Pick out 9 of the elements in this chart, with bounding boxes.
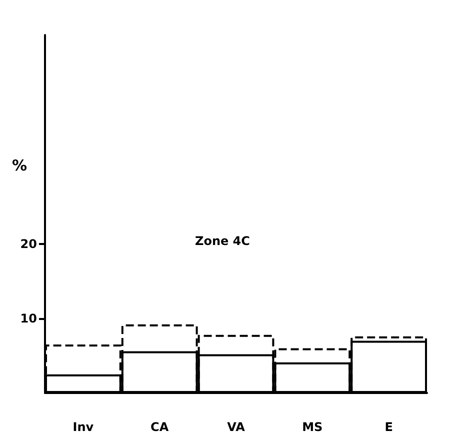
x-tick-label: E	[384, 420, 393, 434]
x-tick-label: MS	[302, 420, 323, 434]
x-tick-label: Inv	[72, 420, 94, 434]
y-axis-title: %	[12, 156, 28, 174]
y-tick-label: 20	[20, 236, 37, 251]
annotation: Zone 4C	[195, 234, 250, 248]
x-tick-label: CA	[150, 420, 170, 434]
y-tick-label: 10	[20, 311, 37, 326]
x-tick-label: VA	[227, 420, 246, 434]
